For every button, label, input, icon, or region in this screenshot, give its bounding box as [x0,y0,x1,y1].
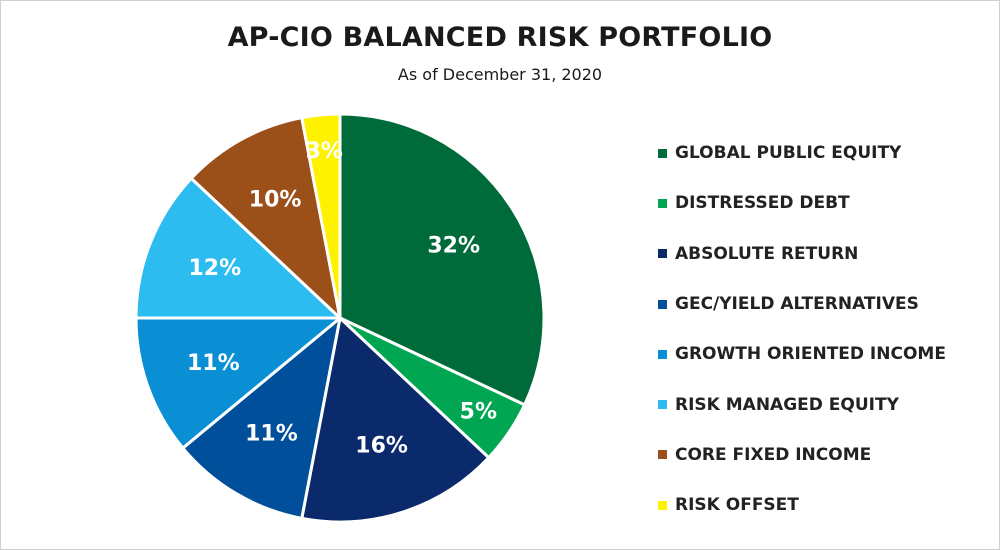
pie-data-label: 10% [249,188,302,213]
chart-title: AP-CIO BALANCED RISK PORTFOLIO [227,22,773,53]
legend-swatch [658,349,667,359]
legend-item: ABSOLUTE RETURN [658,229,946,279]
pie-data-label: 11% [187,351,240,376]
legend-swatch [658,148,667,158]
legend-label: GLOBAL PUBLIC EQUITY [675,143,902,164]
legend-label: RISK OFFSET [675,495,799,516]
legend-item: DISTRESSED DEBT [658,178,946,228]
legend-item: GROWTH ORIENTED INCOME [658,329,946,379]
legend-swatch [658,299,667,309]
pie-data-label: 16% [355,434,408,459]
legend-label: CORE FIXED INCOME [675,444,872,465]
legend-label: GROWTH ORIENTED INCOME [675,344,946,365]
legend-label: RISK MANAGED EQUITY [675,394,899,415]
legend-swatch [658,450,667,460]
legend-label: ABSOLUTE RETURN [675,243,859,264]
pie-data-label: 32% [427,233,480,258]
legend-item: GEC/YIELD ALTERNATIVES [658,279,946,329]
legend-swatch [658,500,667,510]
pie-slice-global-public-equity [338,112,546,407]
legend-item: GLOBAL PUBLIC EQUITY [658,128,946,178]
pie-slice-core-fixed-income [189,116,342,320]
pie-slice-growth-oriented-income [134,316,342,450]
chart-subtitle: As of December 31, 2020 [397,65,603,84]
pie-slice-risk-offset [300,112,342,320]
pie-data-label: 12% [188,256,241,281]
pie-data-label: 11% [245,421,298,446]
legend-item: RISK OFFSET [658,480,946,530]
legend: GLOBAL PUBLIC EQUITY DISTRESSED DEBT ABSOL… [658,128,946,530]
legend-label: DISTRESSED DEBT [675,193,850,214]
pie-slice-gec-yield-alternatives [181,316,342,520]
pie-slice-absolute-return [300,316,491,524]
legend-swatch [658,198,667,208]
pie-data-label: 5% [460,400,497,425]
pie-slice-risk-managed-equity [134,176,342,320]
legend-swatch [658,400,667,410]
pie-data-label: 3% [306,139,343,164]
legend-swatch [658,249,667,259]
legend-item: CORE FIXED INCOME [658,430,946,480]
legend-label: GEC/YIELD ALTERNATIVES [675,294,919,315]
legend-item: RISK MANAGED EQUITY [658,379,946,429]
